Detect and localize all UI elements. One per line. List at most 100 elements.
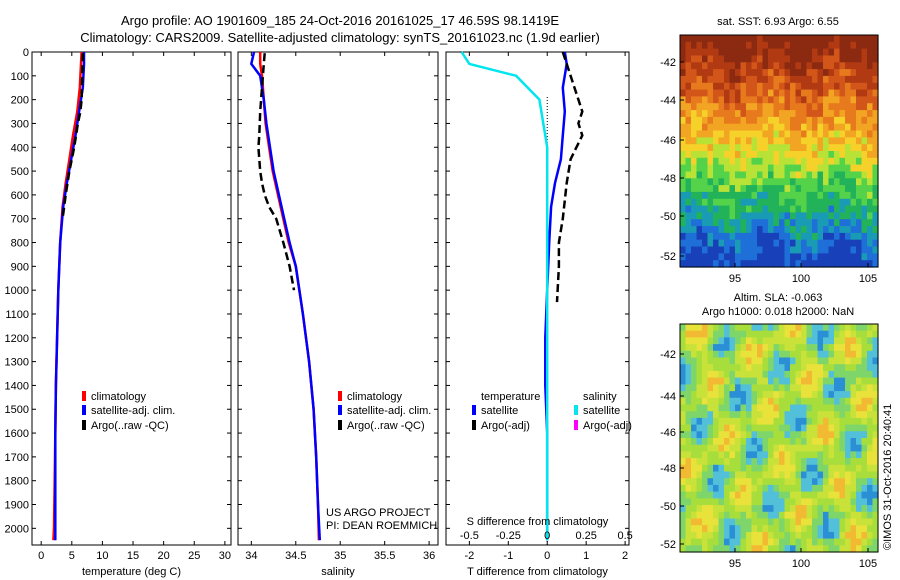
lon-tick-label: 105 xyxy=(859,558,877,570)
map-frame xyxy=(679,34,879,268)
legend-swatch xyxy=(82,405,86,415)
map-2 xyxy=(679,323,879,553)
x-tick-label: 25 xyxy=(188,550,200,562)
panel-3 xyxy=(445,51,630,546)
map1-title: sat. SST: 6.93 Argo: 6.55 xyxy=(717,16,839,28)
y-tick-label: 1600 xyxy=(5,428,29,440)
y-tick-label: 1500 xyxy=(5,404,29,416)
x-tick-label: 5 xyxy=(69,550,75,562)
y-tick-label: 200 xyxy=(11,95,29,107)
series-line-3 xyxy=(61,53,85,219)
lat-tick-label: -46 xyxy=(660,427,676,439)
lat-tick-label: -42 xyxy=(660,57,676,69)
panel-1 xyxy=(31,51,232,546)
legend-label: Argo(..raw -QC) xyxy=(347,420,425,432)
series-line-3 xyxy=(460,51,549,541)
x-tick-label: 2 xyxy=(622,550,628,562)
x-axis-label: salinity xyxy=(321,566,355,578)
lat-tick-label: -52 xyxy=(660,539,676,551)
lon-tick-label: 100 xyxy=(792,558,810,570)
x-tick-label: 15 xyxy=(127,550,139,562)
x-tick-label: 30 xyxy=(219,550,231,562)
legend-label: Argo(-adj) xyxy=(481,420,530,432)
y-tick-label: 1700 xyxy=(5,452,29,464)
x2-axis-label: S difference from climatology xyxy=(467,516,609,528)
lon-tick-label: 95 xyxy=(729,273,741,285)
x-tick-label: 0 xyxy=(544,550,550,562)
x-tick-label: 1 xyxy=(583,550,589,562)
y-tick-label: 300 xyxy=(11,118,29,130)
x-tick-label: 35 xyxy=(334,550,346,562)
legend-swatch xyxy=(472,420,476,430)
y-tick-label: 900 xyxy=(11,261,29,273)
map-frame xyxy=(679,323,879,553)
x-tick-label: 10 xyxy=(96,550,108,562)
y-tick-label: 600 xyxy=(11,190,29,202)
x-tick-label: 35.5 xyxy=(374,550,395,562)
x2-tick-label: -0.5 xyxy=(460,530,479,542)
y-tick-label: 800 xyxy=(11,238,29,250)
lon-tick-label: 100 xyxy=(792,273,810,285)
lon-tick-label: 105 xyxy=(859,273,877,285)
y-tick-label: 2000 xyxy=(5,523,29,535)
credit-project: US ARGO PROJECT xyxy=(326,507,431,519)
y-tick-label: 1200 xyxy=(5,333,29,345)
map-1 xyxy=(679,34,879,268)
lat-tick-label: -48 xyxy=(660,463,676,475)
y-tick-label: 1300 xyxy=(5,357,29,369)
legend-label: Argo(..raw -QC) xyxy=(91,420,169,432)
legend-label: temperature xyxy=(481,391,540,403)
x-tick-label: -2 xyxy=(464,550,474,562)
legend-swatch xyxy=(472,405,476,415)
legend-swatch xyxy=(338,391,342,401)
lat-tick-label: -46 xyxy=(660,135,676,147)
x2-tick-label: 0.25 xyxy=(575,530,596,542)
x-tick-label: 36 xyxy=(423,550,435,562)
legend-label: satellite xyxy=(583,405,620,417)
y-tick-label: 1900 xyxy=(5,500,29,512)
lat-tick-label: -42 xyxy=(660,349,676,361)
legend-swatch xyxy=(574,420,578,430)
x2-tick-label: 0 xyxy=(544,530,550,542)
x2-tick-label: 0.5 xyxy=(617,530,632,542)
legend-label: salinity xyxy=(583,391,617,403)
series-line-3 xyxy=(257,53,296,291)
x-tick-label: 34 xyxy=(245,550,257,562)
x-tick-label: 0 xyxy=(38,550,44,562)
legend-swatch xyxy=(574,405,578,415)
title-line-2: Climatology: CARS2009. Satellite-adjuste… xyxy=(80,30,600,45)
x-axis-label: T difference from climatology xyxy=(467,566,608,578)
legend-swatch xyxy=(338,405,342,415)
lat-tick-label: -50 xyxy=(660,211,676,223)
y-tick-label: 100 xyxy=(11,71,29,83)
y-tick-label: 1800 xyxy=(5,476,29,488)
x2-tick-label: -0.25 xyxy=(496,530,521,542)
y-tick-label: 0 xyxy=(23,47,29,59)
credit-pi: PI: DEAN ROEMMICH xyxy=(326,520,438,532)
x-tick-label: -1 xyxy=(503,550,513,562)
copyright-note: ©IMOS 31-Oct-2016 20:40:41 xyxy=(882,403,894,550)
y-tick-label: 1100 xyxy=(5,309,29,321)
legend-swatch xyxy=(82,391,86,401)
series-line-2 xyxy=(54,52,86,541)
map2-title-1: Altim. SLA: -0.063 xyxy=(733,292,823,304)
panel-2 xyxy=(237,51,439,546)
lat-tick-label: -44 xyxy=(660,95,676,107)
x-axis-label: temperature (deg C) xyxy=(82,566,181,578)
lon-tick-label: 95 xyxy=(729,558,741,570)
legend-label: climatology xyxy=(347,391,403,403)
x-tick-label: 34.5 xyxy=(285,550,306,562)
panel-frame xyxy=(31,51,232,546)
panel-frame xyxy=(445,51,630,546)
series-line-2 xyxy=(555,51,584,303)
legend-swatch xyxy=(338,420,342,430)
lat-tick-label: -44 xyxy=(660,391,676,403)
title-line-1: Argo profile: AO 1901609_185 24-Oct-2016… xyxy=(120,13,559,28)
y-tick-label: 500 xyxy=(11,166,29,178)
legend-label: climatology xyxy=(91,391,147,403)
legend-label: satellite-adj. clim. xyxy=(347,405,431,417)
legend-swatch xyxy=(82,420,86,430)
y-tick-label: 1400 xyxy=(5,380,29,392)
map2-title-2: Argo h1000: 0.018 h2000: NaN xyxy=(701,306,855,318)
